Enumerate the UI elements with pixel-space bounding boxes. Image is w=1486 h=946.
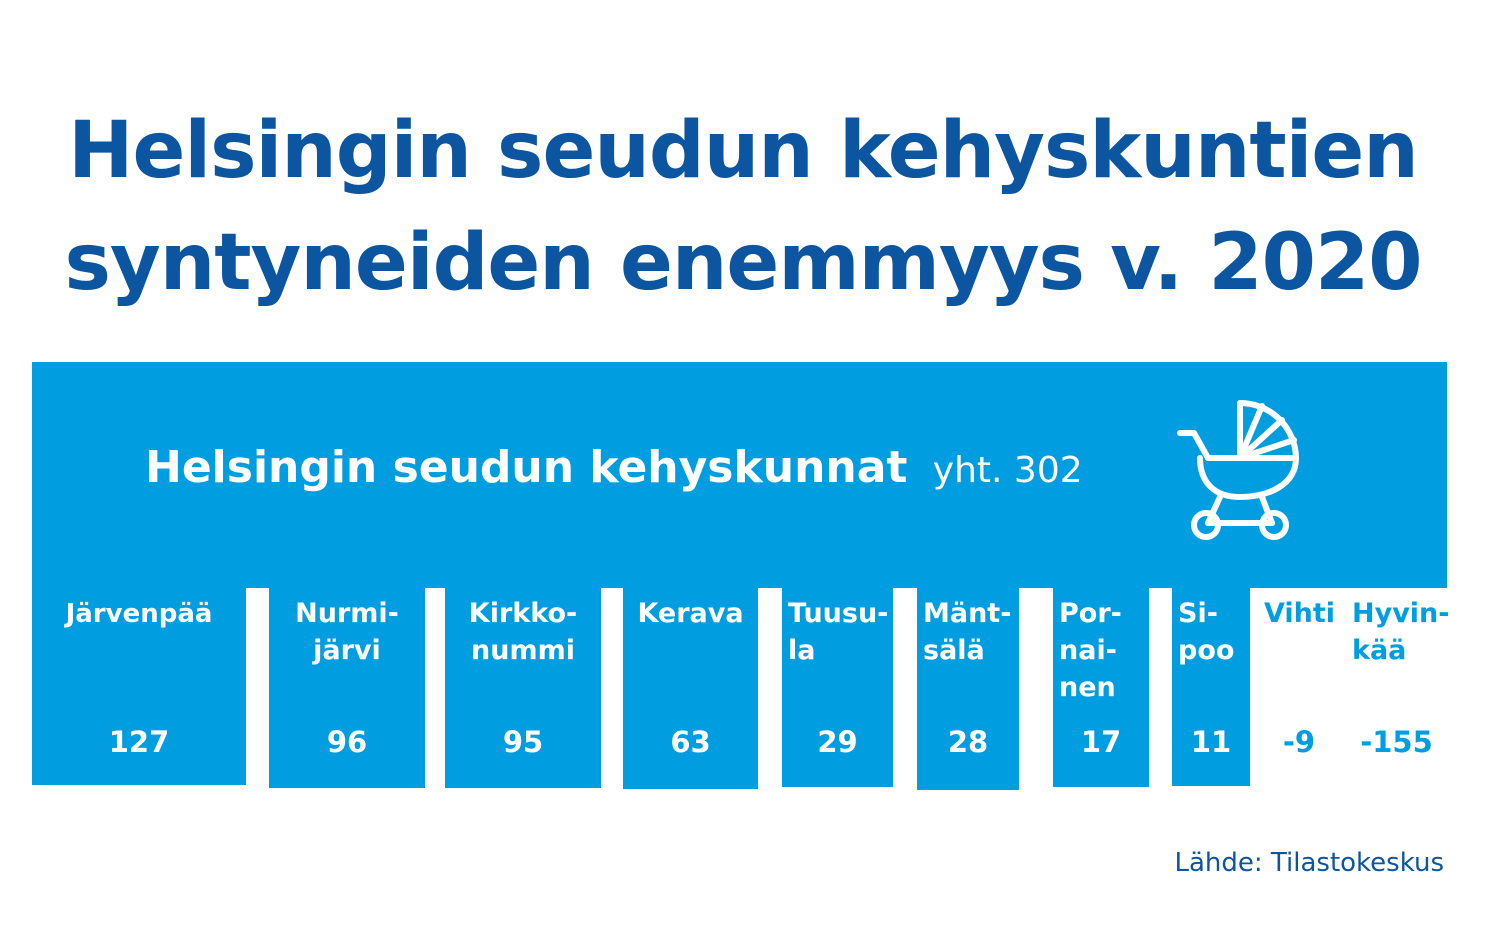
value-label: 127 <box>109 725 170 759</box>
bar <box>269 586 425 788</box>
chart-header: Helsingin seudun kehyskunnat yht. 302 <box>145 442 1083 493</box>
chart-title-line-1: Helsingin seudun kehyskuntien <box>68 106 1419 196</box>
category-label: Kerava <box>637 598 743 629</box>
category-label: Tuusu-la <box>788 598 888 666</box>
category-label: Vihti <box>1264 598 1335 629</box>
header-label: Helsingin seudun kehyskunnat <box>145 442 907 493</box>
value-label: -9 <box>1283 725 1315 759</box>
category-label: Järvenpää <box>64 599 213 629</box>
value-label: 11 <box>1191 725 1231 759</box>
bar <box>32 586 246 785</box>
value-label: 96 <box>327 725 367 759</box>
header-band <box>32 362 1447 588</box>
value-label: 29 <box>817 725 857 759</box>
value-label: 28 <box>948 725 988 759</box>
category-label: Hyvin-kää <box>1352 598 1449 666</box>
category-label: Kirkko-nummi <box>469 598 577 666</box>
source-note: Lähde: Tilastokeskus <box>1174 848 1444 878</box>
bar <box>917 586 1019 790</box>
category-label: Mänt-sälä <box>923 598 1011 666</box>
bars-group: Järvenpää 127 Nurmi-järvi 96 Kirkko-nummi 95 K… <box>32 586 1449 790</box>
bar <box>623 586 758 789</box>
category-label: Si-poo <box>1178 598 1234 666</box>
value-label: 17 <box>1081 725 1121 759</box>
baby-stroller-icon <box>1177 400 1299 540</box>
bar <box>1172 586 1250 786</box>
bar <box>445 586 601 788</box>
category-label: Por-nai-nen <box>1059 598 1122 703</box>
value-label: -155 <box>1360 725 1433 759</box>
chart-title-line-2: syntyneiden enemmyys v. 2020 <box>64 218 1422 308</box>
value-label: 95 <box>503 725 543 759</box>
bar <box>782 586 893 787</box>
value-label: 63 <box>670 725 710 759</box>
total-label: yht. 302 <box>933 450 1083 491</box>
category-label: Nurmi-järvi <box>295 598 399 666</box>
bar <box>1053 586 1149 787</box>
